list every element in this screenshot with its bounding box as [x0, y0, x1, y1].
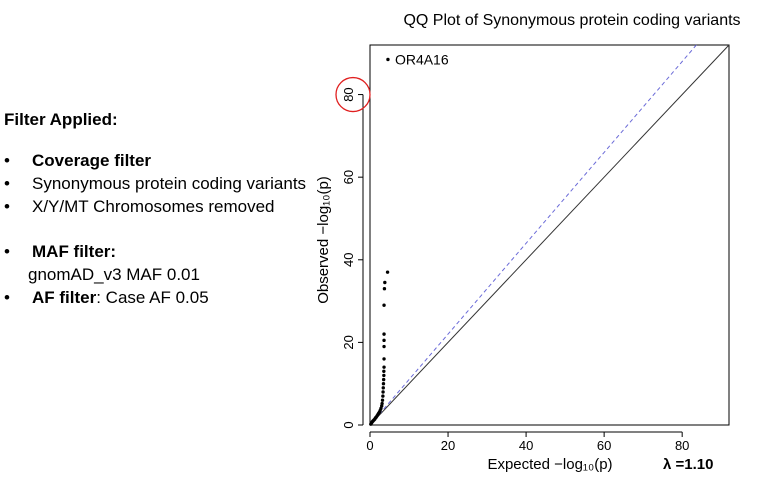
lambda-label: λ =1.10 — [663, 456, 713, 473]
filter-maf-detail: gnomAD_v3 MAF 0.01 — [28, 265, 200, 284]
filter-list: • Coverage filter • Synonymous protein c… — [4, 149, 314, 263]
highlight-circle-icon — [335, 76, 371, 113]
filter-panel: Filter Applied: • Coverage filter • Syno… — [4, 108, 314, 309]
data-point — [381, 394, 385, 398]
data-point — [381, 386, 385, 390]
data-point — [382, 365, 386, 369]
data-point — [382, 286, 387, 291]
filter-item-synonymous: • Synonymous protein coding variants — [4, 172, 314, 195]
filter-item-chromosomes: • X/Y/MT Chromosomes removed — [4, 195, 314, 218]
data-point — [382, 357, 386, 361]
y-tick-label: 40 — [341, 253, 356, 267]
x-tick-label: 80 — [675, 438, 689, 453]
data-point — [381, 377, 386, 382]
data-point — [381, 381, 386, 386]
reference-line-2 — [369, 44, 697, 426]
filter-item-coverage: • Coverage filter — [4, 149, 314, 172]
filter-text: X/Y/MT Chromosomes removed — [32, 197, 275, 216]
bullet-icon: • — [4, 151, 10, 170]
x-axis: 0 20 40 60 80 — [366, 431, 689, 453]
data-point — [382, 369, 386, 374]
filter-heading: Filter Applied: — [4, 110, 118, 129]
y-tick-label: 80 — [341, 87, 356, 101]
data-point — [380, 401, 384, 406]
data-point — [385, 270, 390, 274]
data-point — [381, 390, 385, 394]
data-point — [382, 373, 386, 378]
y-tick-label: 0 — [341, 421, 356, 428]
data-points — [369, 57, 390, 426]
filter-item-maf: • MAF filter: — [4, 240, 314, 263]
filter-label: Coverage filter — [32, 151, 152, 170]
filter-item-af: • AF filter: Case AF 0.05 — [4, 286, 314, 309]
chart-title: QQ Plot of Synonymous protein coding var… — [403, 12, 740, 29]
point-annotation: OR4A16 — [395, 51, 449, 67]
filter-label: AF filter — [32, 288, 97, 307]
data-point — [382, 344, 386, 349]
plot-frame — [369, 44, 730, 426]
reference-lines — [369, 44, 730, 426]
reference-line-1 — [369, 44, 730, 426]
bullet-icon: • — [4, 174, 10, 193]
data-point — [380, 398, 385, 402]
bullet-icon: • — [4, 288, 10, 307]
filter-label: MAF filter: — [32, 242, 117, 261]
data-point — [382, 303, 386, 307]
y-tick-label: 20 — [341, 335, 356, 349]
y-axis-label: Observed −log₁₀(p) — [315, 176, 332, 304]
filter-list-2: • AF filter: Case AF 0.05 — [4, 286, 314, 309]
bullet-icon: • — [4, 242, 10, 261]
x-tick-label: 0 — [366, 438, 373, 453]
filter-text: : Case AF 0.05 — [96, 288, 209, 307]
y-axis: 0 20 40 60 80 — [341, 87, 364, 429]
x-tick-label: 40 — [519, 438, 533, 453]
filter-text: Synonymous protein coding variants — [32, 174, 307, 193]
data-point — [382, 332, 386, 336]
data-point — [382, 338, 386, 343]
x-axis-label: Expected −log₁₀(p) — [487, 456, 612, 473]
data-point — [386, 57, 390, 62]
y-tick-label: 60 — [341, 170, 356, 184]
data-point — [383, 280, 387, 285]
x-tick-label: 20 — [441, 438, 455, 453]
x-tick-label: 60 — [597, 438, 611, 453]
bullet-icon: • — [4, 197, 10, 216]
